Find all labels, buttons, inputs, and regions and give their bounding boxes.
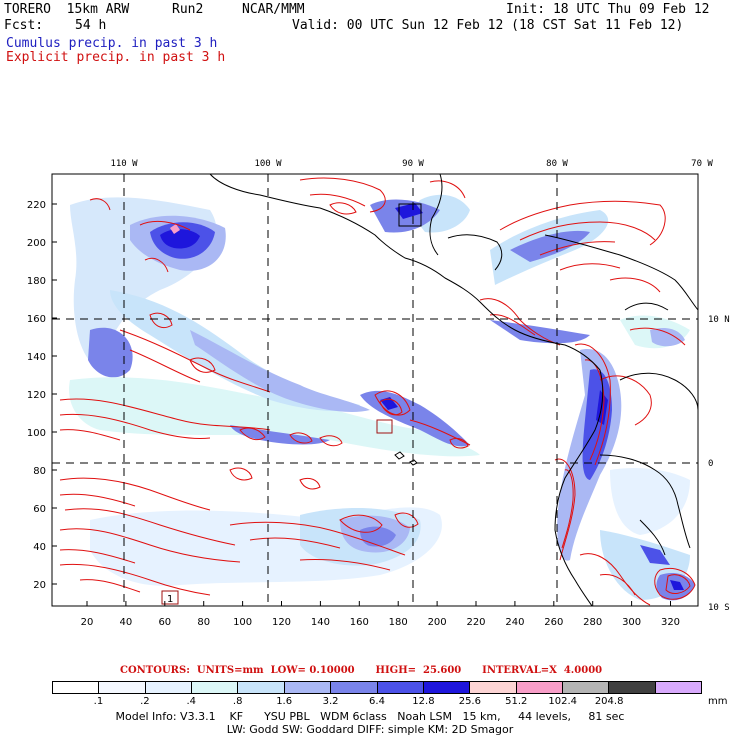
precip-colorbar: [52, 681, 702, 694]
x-tick-label: 240: [505, 617, 524, 628]
y-tick-label: 80: [33, 466, 46, 477]
physics-info: LW: Godd SW: Goddard DIFF: simple KM: 2D…: [226, 723, 514, 736]
colorbar-swatch: [655, 682, 702, 693]
lon-label: 80 W: [546, 159, 568, 169]
box-label: 1: [167, 594, 173, 605]
y-tick-label: 140: [27, 352, 46, 363]
model-title: TORERO 15km ARW: [4, 2, 130, 17]
colorbar-label: 204.8: [594, 696, 624, 707]
colorbar-swatch: [516, 682, 563, 693]
forecast-label: Fcst:: [4, 18, 44, 33]
lon-label: 70 W: [691, 159, 713, 169]
colorbar-swatch: [562, 682, 610, 693]
x-tick-label: 20: [81, 617, 94, 628]
y-tick-label: 180: [27, 276, 46, 287]
explicit-precip-contours: [59, 177, 696, 606]
colorbar-swatch: [377, 682, 424, 693]
x-tick-label: 100: [233, 617, 252, 628]
colorbar-label: 25.6: [458, 696, 481, 707]
colorbar-swatch: [99, 682, 146, 693]
x-tick-label: 200: [428, 617, 447, 628]
x-tick-label: 280: [583, 617, 602, 628]
y-tick-label: 60: [33, 504, 46, 515]
lat-label: 10 S: [708, 603, 730, 613]
y-tick-label: 100: [27, 428, 46, 439]
lat-label: 10 N: [708, 315, 730, 325]
x-tick-label: 140: [311, 617, 330, 628]
colorbar-swatch: [192, 682, 239, 693]
colorbar-swatch: [331, 682, 378, 693]
colorbar-swatch: [145, 682, 193, 693]
colorbar-label: .1: [93, 696, 104, 707]
colorbar-unit: mm: [708, 696, 728, 707]
map-frame: [51, 173, 699, 607]
colorbar-label: 6.4: [369, 696, 385, 707]
y-tick-label: 120: [27, 390, 46, 401]
y-tick-label: 200: [27, 238, 46, 249]
y-tick-label: 20: [33, 580, 46, 591]
x-tick-label: 260: [544, 617, 563, 628]
contour-info: CONTOURS: UNITS=mm LOW= 0.10000 HIGH= 25…: [120, 665, 603, 676]
colorbar-label: .8: [232, 696, 243, 707]
lon-label: 90 W: [402, 159, 424, 169]
init-time: Init: 18 UTC Thu 09 Feb 12: [506, 2, 710, 17]
subdomain-box-south: [161, 590, 179, 605]
x-tick-label: 120: [272, 617, 291, 628]
y-tick-label: 220: [27, 200, 46, 211]
axis-ticks: [52, 203, 672, 606]
colorbar-swatch: [609, 682, 656, 693]
subdomain-box-center: [376, 419, 393, 434]
precip-field: [59, 177, 696, 606]
x-tick-label: 300: [622, 617, 641, 628]
x-tick-label: 40: [120, 617, 133, 628]
x-tick-label: 180: [389, 617, 408, 628]
model-info: Model Info: V3.3.1 KF YSU PBL WDM 6class…: [115, 710, 625, 723]
y-tick-label: 40: [33, 542, 46, 553]
coastlines: [209, 174, 698, 606]
explicit-legend: Explicit precip. in past 3 h: [6, 50, 226, 65]
x-tick-label: 80: [197, 617, 210, 628]
x-tick-label: 160: [350, 617, 369, 628]
colorbar-label: 3.2: [322, 696, 339, 707]
colorbar-swatch: [284, 682, 332, 693]
org-label: NCAR/MMM: [242, 2, 305, 17]
lat-label: 0: [708, 459, 713, 469]
lon-label: 100 W: [254, 159, 282, 169]
lat-lon-grid: [52, 174, 698, 606]
run-label: Run2: [172, 2, 204, 17]
colorbar-swatch: [470, 682, 517, 693]
subdomain-box-north: [398, 203, 422, 227]
colorbar-swatch: [238, 682, 285, 693]
x-tick-label: 220: [466, 617, 485, 628]
colorbar-label: 102.4: [548, 696, 578, 707]
colorbar-label: 1.6: [276, 696, 293, 707]
colorbar-label: .2: [140, 696, 150, 707]
colorbar-swatch: [53, 682, 100, 693]
colorbar-label: 51.2: [505, 696, 528, 707]
valid-time: Valid: 00 UTC Sun 12 Feb 12 (18 CST Sat …: [292, 18, 684, 33]
lon-label: 110 W: [110, 159, 138, 169]
colorbar-swatch: [423, 682, 471, 693]
colorbar-label: 12.8: [412, 696, 435, 707]
x-tick-label: 320: [661, 617, 680, 628]
forecast-hours: 54 h: [75, 18, 107, 33]
cumulus-legend: Cumulus precip. in past 3 h: [6, 36, 218, 51]
colorbar-label: .4: [186, 696, 197, 707]
x-tick-label: 60: [158, 617, 171, 628]
y-tick-label: 160: [27, 314, 46, 325]
